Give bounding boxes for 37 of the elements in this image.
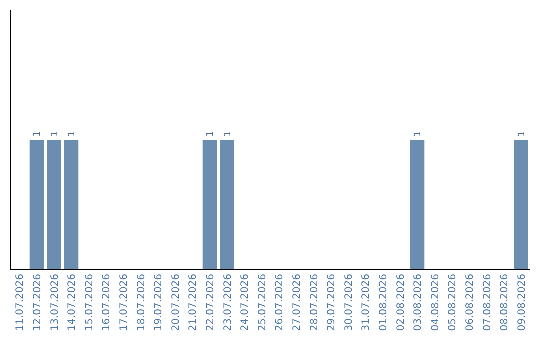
x-tick-label: 08.08.2026 (500, 274, 511, 332)
x-tick-label: 28.07.2026 (309, 274, 320, 332)
data-label: 1 (223, 131, 234, 137)
data-label: 1 (68, 131, 78, 137)
x-tick-label: 07.08.2026 (482, 274, 494, 332)
x-tick-label: 14.07.2026 (67, 274, 78, 332)
x-tick-label: 30.07.2026 (344, 274, 355, 332)
x-tick-label: 16.07.2026 (102, 274, 113, 332)
x-tick-label: 13.07.2026 (50, 274, 61, 332)
x-tick-label: 09.08.2026 (516, 274, 528, 332)
x-tick-label: 18.07.2026 (136, 274, 148, 332)
x-tick-label: 29.07.2026 (326, 274, 338, 332)
x-tick-label: 20.07.2026 (170, 274, 182, 332)
x-tick-label: 04.08.2026 (430, 274, 442, 332)
x-tick-label: 26.07.2026 (274, 274, 286, 332)
x-tick-label: 25.07.2026 (257, 274, 268, 332)
data-label: 1 (50, 131, 60, 137)
x-tick-label: 05.08.2026 (448, 274, 459, 332)
x-tick-label: 02.08.2026 (396, 274, 407, 332)
x-tick-label: 01.08.2026 (378, 274, 390, 332)
data-label: 1 (206, 131, 216, 137)
x-tick-label: 17.07.2026 (118, 274, 130, 332)
x-tick-label: 15.07.2026 (84, 274, 96, 332)
x-tick-label: 23.07.2026 (222, 274, 234, 332)
x-tick-label: 31.07.2026 (361, 274, 372, 332)
x-tick-label: 24.07.2026 (240, 274, 252, 332)
x-tick-label: 22.07.2026 (205, 274, 216, 332)
x-tick-label: 03.08.2026 (413, 274, 424, 332)
data-label: 1 (517, 131, 528, 137)
data-label: 1 (32, 131, 43, 137)
x-tick-label: 11.07.2026 (15, 274, 26, 332)
x-tick-label: 06.08.2026 (464, 274, 476, 332)
x-tick-label: 27.07.2026 (292, 274, 303, 332)
data-label: 1 (414, 131, 424, 137)
x-tick-label: 12.07.2026 (32, 274, 44, 332)
x-tick-label: 19.07.2026 (154, 274, 165, 332)
x-tick-label: 21.07.2026 (188, 274, 200, 332)
